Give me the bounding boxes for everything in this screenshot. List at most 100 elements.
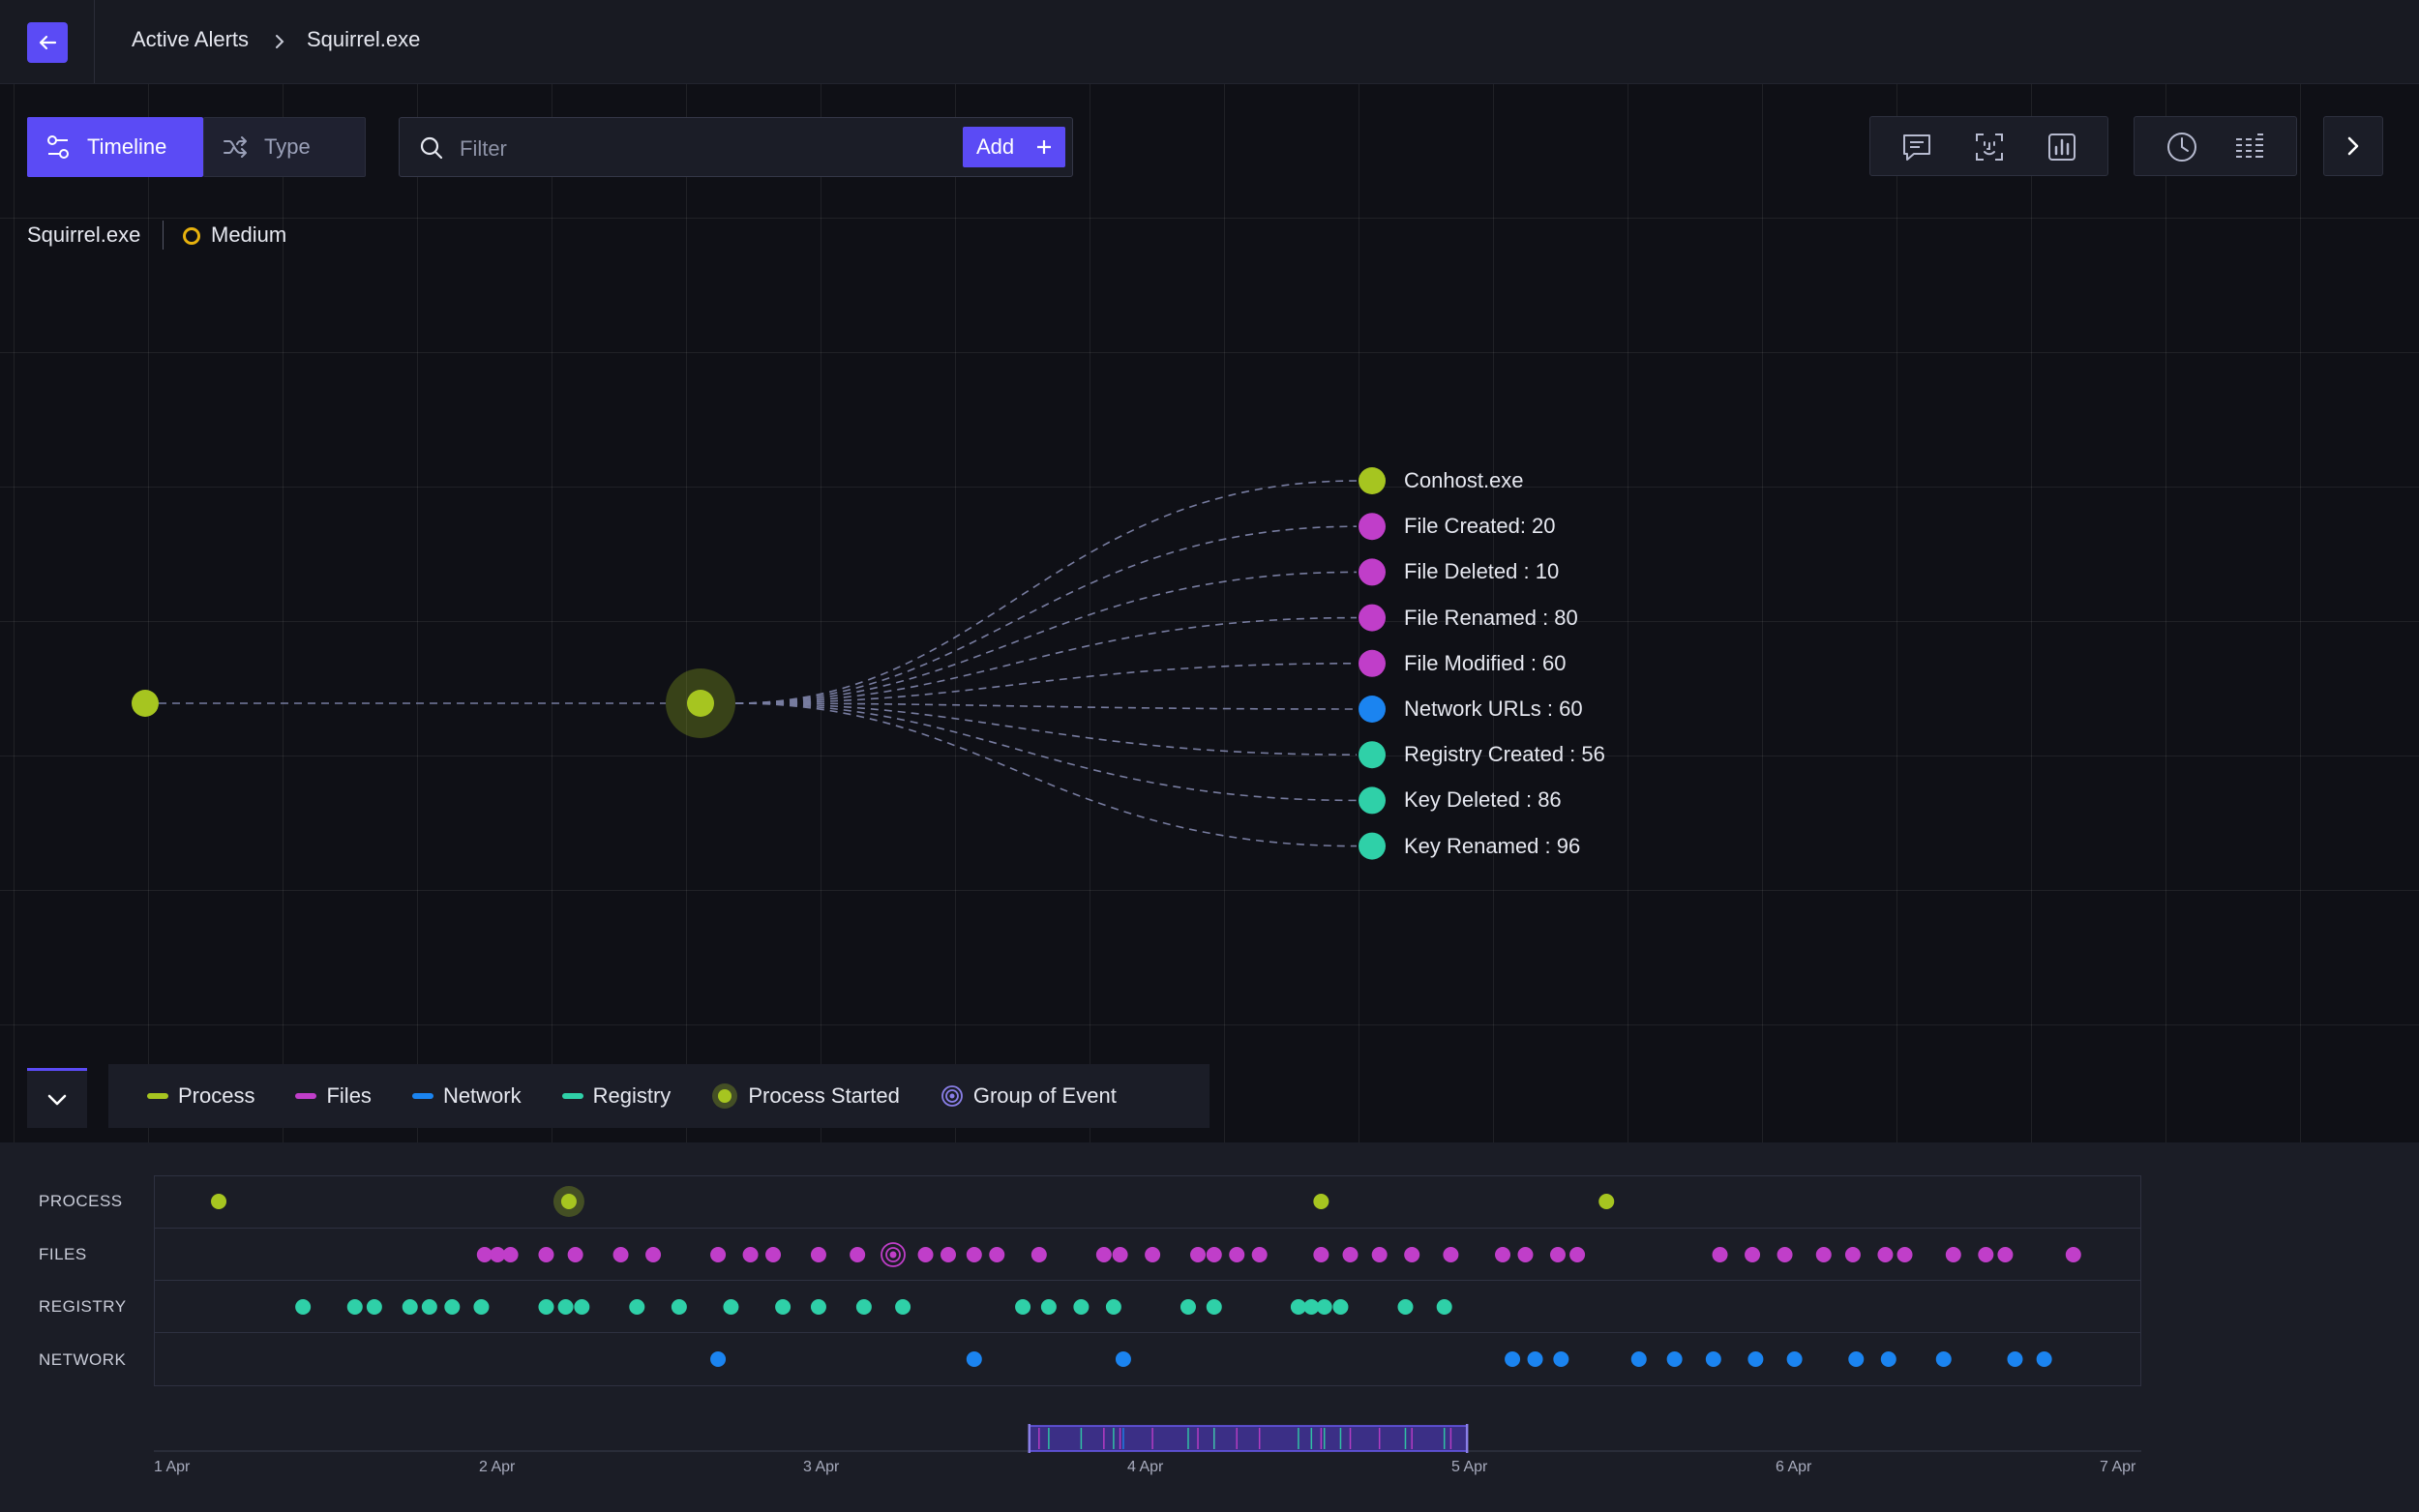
files-event[interactable] [1549,1247,1566,1262]
files-event[interactable] [645,1247,662,1262]
files-event[interactable] [476,1247,493,1262]
graph-node-label[interactable]: Conhost.exe [1404,468,1524,492]
comments-button[interactable] [1897,128,1936,166]
graph-leaf-node[interactable] [1359,513,1386,541]
files-event[interactable] [1945,1247,1961,1262]
network-event[interactable] [1505,1351,1521,1367]
files-event[interactable] [490,1247,506,1262]
network-event[interactable] [2007,1351,2023,1367]
registry-event[interactable] [810,1299,826,1315]
history-button[interactable] [2163,128,2201,166]
files-event[interactable] [1371,1247,1388,1262]
breadcrumb-active-alerts[interactable]: Active Alerts [132,27,250,51]
registry-event[interactable] [574,1299,590,1315]
files-event[interactable] [1844,1247,1861,1262]
timeline-view-button[interactable]: Timeline [27,117,203,177]
files-event[interactable] [538,1247,554,1262]
graph-node-label[interactable]: File Deleted : 10 [1404,559,1560,584]
network-event[interactable] [1935,1351,1952,1367]
files-event[interactable] [850,1247,866,1262]
files-event[interactable] [1495,1247,1511,1262]
group-of-event-marker[interactable] [889,1251,897,1259]
files-event[interactable] [1190,1247,1207,1262]
root-process-node[interactable] [132,690,159,717]
registry-event[interactable] [775,1299,791,1315]
network-event[interactable] [1666,1351,1683,1367]
network-event[interactable] [966,1351,982,1367]
graph-node-label[interactable]: File Renamed : 80 [1404,605,1578,630]
registry-event[interactable] [1180,1299,1196,1315]
process-event[interactable] [211,1194,227,1209]
files-event[interactable] [1206,1247,1222,1262]
type-view-button[interactable]: Type [203,117,366,177]
files-event[interactable] [1313,1247,1329,1262]
network-event[interactable] [1527,1351,1543,1367]
registry-event[interactable] [1290,1299,1306,1315]
files-event[interactable] [989,1247,1005,1262]
files-event[interactable] [1745,1247,1761,1262]
process-event[interactable] [1598,1194,1615,1209]
files-event[interactable] [612,1247,629,1262]
network-event[interactable] [1553,1351,1569,1367]
network-event[interactable] [1747,1351,1764,1367]
graph-leaf-node[interactable] [1359,558,1386,586]
registry-event[interactable] [421,1299,437,1315]
registry-event[interactable] [1397,1299,1414,1315]
files-event[interactable] [1777,1247,1793,1262]
graph-node-label[interactable]: File Created: 20 [1404,514,1556,539]
files-event[interactable] [1030,1247,1047,1262]
registry-event[interactable] [444,1299,461,1315]
files-event[interactable] [567,1247,583,1262]
registry-event[interactable] [402,1299,418,1315]
time-range-brush[interactable] [1029,1425,1468,1452]
files-event[interactable] [1443,1247,1459,1262]
files-event[interactable] [1404,1247,1420,1262]
network-event[interactable] [1786,1351,1803,1367]
graph-leaf-node[interactable] [1359,467,1386,494]
files-event[interactable] [1896,1247,1913,1262]
registry-event[interactable] [895,1299,911,1315]
list-view-button[interactable] [2230,128,2269,166]
next-button[interactable] [2323,116,2383,176]
files-event[interactable] [710,1247,727,1262]
files-event[interactable] [1978,1247,1994,1262]
graph-node-label[interactable]: File Modified : 60 [1404,650,1567,675]
files-event[interactable] [1095,1247,1112,1262]
network-event[interactable] [1705,1351,1721,1367]
registry-event[interactable] [629,1299,645,1315]
files-event[interactable] [502,1247,519,1262]
network-event[interactable] [710,1351,727,1367]
registry-event[interactable] [1316,1299,1332,1315]
graph-leaf-node[interactable] [1359,604,1386,632]
registry-event[interactable] [295,1299,312,1315]
graph-leaf-node[interactable] [1359,741,1386,769]
files-event[interactable] [1251,1247,1268,1262]
graph-node-label[interactable]: Key Deleted : 86 [1404,787,1562,813]
files-event[interactable] [1517,1247,1534,1262]
process-event[interactable] [560,1194,577,1209]
registry-event[interactable] [1015,1299,1031,1315]
face-scan-button[interactable] [1970,128,2009,166]
registry-event[interactable] [557,1299,574,1315]
registry-event[interactable] [671,1299,687,1315]
registry-event[interactable] [723,1299,739,1315]
files-event[interactable] [742,1247,759,1262]
files-event[interactable] [1997,1247,2014,1262]
files-event[interactable] [940,1247,956,1262]
registry-event[interactable] [1206,1299,1222,1315]
registry-event[interactable] [538,1299,554,1315]
files-event[interactable] [917,1247,934,1262]
registry-event[interactable] [1105,1299,1121,1315]
active-process-node[interactable] [687,690,714,717]
registry-event[interactable] [473,1299,490,1315]
network-event[interactable] [1630,1351,1647,1367]
files-event[interactable] [1712,1247,1728,1262]
graph-node-label[interactable]: Registry Created : 56 [1404,742,1605,767]
graph-node-label[interactable]: Network URLs : 60 [1404,697,1583,721]
registry-event[interactable] [366,1299,382,1315]
files-event[interactable] [765,1247,782,1262]
files-event[interactable] [1342,1247,1359,1262]
network-event[interactable] [1115,1351,1131,1367]
files-event[interactable] [966,1247,982,1262]
files-event[interactable] [1112,1247,1128,1262]
